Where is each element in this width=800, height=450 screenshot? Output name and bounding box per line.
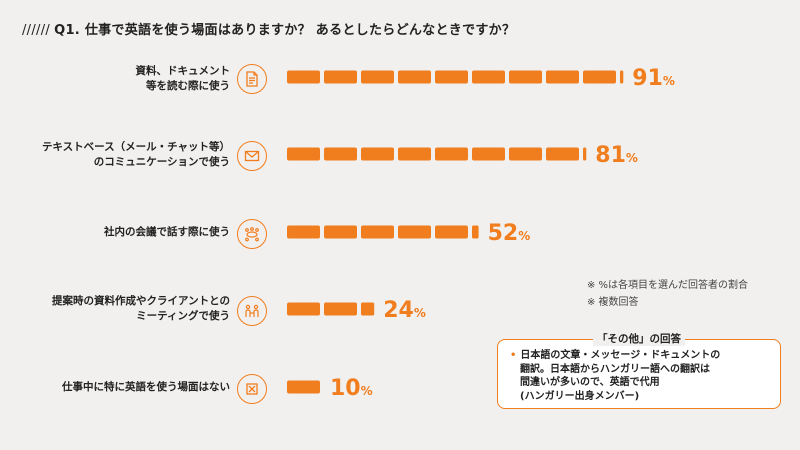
row-label-internal-meeting: 社内の会議で話す際に使う	[104, 225, 230, 240]
envelope-icon	[237, 141, 267, 171]
bar-segment-client-meeting	[324, 302, 357, 316]
other-answer-line: (ハンガリー出身メンバー)	[520, 390, 640, 402]
bar-segment-text-communication	[509, 147, 542, 161]
page-title: //////Q1. 仕事で英語を使う場面はありますか？ あるとしたらどんなときで…	[22, 19, 515, 38]
bar-segment-documents	[472, 70, 505, 84]
bar-segment-internal-meeting	[324, 225, 357, 239]
row-label-line: ミーティングで使う	[136, 310, 230, 322]
title-text: Q1. 仕事で英語を使う場面はありますか？ あるとしたらどんなときですか？	[54, 23, 516, 38]
row-label-documents: 資料、ドキュメント 等を読む際に使う	[136, 64, 231, 94]
row-label-line: のコミュニケーションで使う	[93, 156, 230, 168]
meeting-table-icon	[237, 219, 267, 249]
other-answer-text: 日本語の文章・メッセージ・ドキュメントの	[520, 350, 721, 361]
bar-segment-documents	[435, 70, 468, 84]
other-answers-title: 「その他」の回答	[593, 331, 685, 346]
row-label-line: 仕事中に特に英語を使う場面はない	[62, 381, 230, 393]
value-label-client-meeting: 24%	[383, 298, 426, 323]
bar-segment-client-meeting	[361, 302, 375, 316]
row-label-line: 提案時の資料作成やクライアントとの	[52, 295, 230, 307]
other-answers-body: • 日本語の文章・メッセージ・ドキュメントの 翻訳。日本語からハンガリー語への翻訳…	[510, 349, 772, 403]
value-label-no-usage: 10%	[330, 376, 373, 401]
bar-segment-text-communication	[287, 147, 320, 161]
bullet-icon: •	[510, 350, 517, 361]
bar-segment-documents	[324, 70, 357, 84]
document-icon	[237, 64, 267, 94]
value-label-internal-meeting: 52%	[488, 221, 531, 246]
row-label-text-communication: テキストベース（メール・チャット等） のコミュニケーションで使う	[42, 140, 230, 170]
row-label-line: 社内の会議で話す際に使う	[104, 226, 230, 238]
bar-segment-no-usage	[287, 380, 320, 394]
other-answers-box: 「その他」の回答 • 日本語の文章・メッセージ・ドキュメントの 翻訳。日本語からハ…	[497, 331, 781, 409]
bar-segment-text-communication	[546, 147, 579, 161]
row-label-line: 資料、ドキュメント	[135, 65, 231, 77]
bar-segment-documents	[620, 70, 624, 84]
other-answer-line: 翻訳。日本語からハンガリー語への翻訳は	[520, 363, 710, 375]
bar-segment-documents	[361, 70, 394, 84]
title-slashes: //////	[22, 23, 51, 38]
row-label-client-meeting: 提案時の資料作成やクライアントとの ミーティングで使う	[52, 294, 230, 324]
row-label-no-usage: 仕事中に特に英語を使う場面はない	[62, 380, 230, 395]
note-percentage: ※ %は各項目を選んだ回答者の割合	[587, 280, 749, 291]
bar-segment-client-meeting	[287, 302, 320, 316]
row-label-line: 等を読む際に使う	[146, 80, 230, 92]
client-meeting-icon	[237, 296, 267, 326]
bar-segment-text-communication	[361, 147, 394, 161]
value-label-text-communication: 81%	[595, 143, 638, 168]
bar-segment-internal-meeting	[287, 225, 320, 239]
other-answer-line: • 日本語の文章・メッセージ・ドキュメントの	[510, 349, 772, 363]
bar-segment-text-communication	[398, 147, 431, 161]
bar-segment-text-communication	[324, 147, 357, 161]
row-label-line: テキストベース（メール・チャット等）	[41, 141, 230, 153]
bar-segment-text-communication	[472, 147, 505, 161]
bar-segment-internal-meeting	[435, 225, 468, 239]
bar-segment-text-communication	[583, 147, 587, 161]
bar-segment-documents	[583, 70, 616, 84]
bar-segment-documents	[398, 70, 431, 84]
no-box-icon	[237, 374, 267, 404]
bar-segment-internal-meeting	[398, 225, 431, 239]
bar-segment-internal-meeting	[472, 225, 479, 239]
value-label-documents: 91%	[632, 66, 675, 91]
note-multiple-answers: ※ 複数回答	[587, 297, 639, 308]
bar-segment-documents	[287, 70, 320, 84]
bar-segment-text-communication	[435, 147, 468, 161]
bar-segment-documents	[546, 70, 579, 84]
bar-segment-documents	[509, 70, 542, 84]
other-answer-line: 間違いが多いので、英語で代用	[520, 377, 660, 388]
bar-segment-internal-meeting	[361, 225, 394, 239]
